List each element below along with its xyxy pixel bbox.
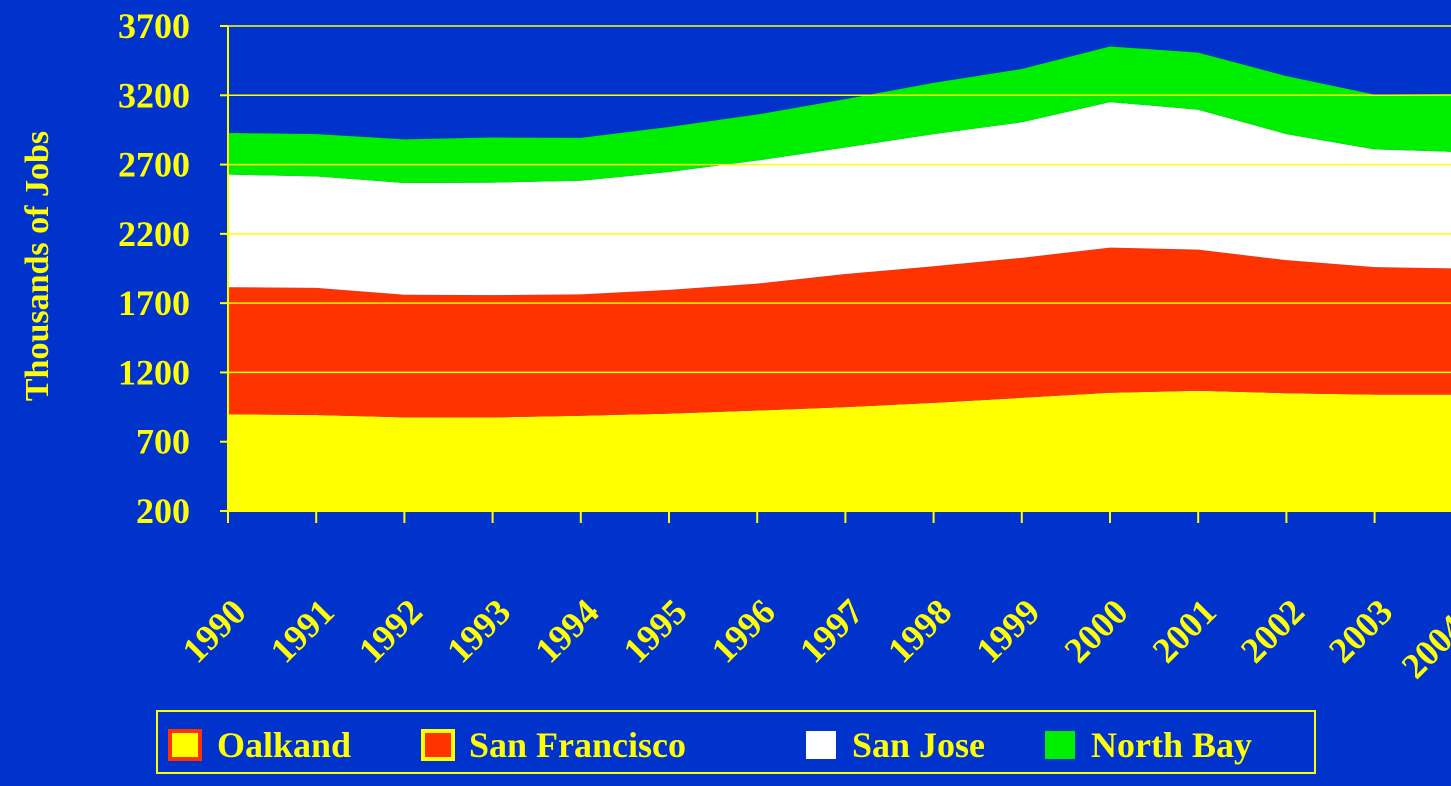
legend-swatch-san-francisco <box>421 729 455 761</box>
x-tick-label: 2002 <box>1233 591 1312 670</box>
y-tick-label: 1200 <box>118 352 190 392</box>
y-tick-label: 3200 <box>118 75 190 115</box>
legend-box <box>156 710 1316 774</box>
legend-swatch-san-jose <box>806 731 836 759</box>
legend-swatch-oalkand <box>168 729 202 761</box>
legend-label-oalkand: Oalkand <box>217 725 351 765</box>
legend-label-san-francisco: San Francisco <box>469 725 686 765</box>
x-tick-label: 1995 <box>615 591 694 670</box>
x-tick-label: 1997 <box>792 591 871 670</box>
x-tick-label: 2004P <box>1394 591 1451 686</box>
legend-label-north-bay: North Bay <box>1091 725 1252 765</box>
legend-label-san-jose: San Jose <box>852 725 985 765</box>
x-tick-label: 1994 <box>527 591 606 670</box>
y-tick-label: 3700 <box>118 6 190 46</box>
x-tick-label: 1996 <box>704 591 783 670</box>
y-tick-label: 200 <box>136 491 190 531</box>
y-tick-label: 2700 <box>118 145 190 185</box>
area-series-san-francisco <box>228 247 1451 418</box>
x-tick-label: 1990 <box>174 591 253 670</box>
x-tick-label: 1998 <box>880 591 959 670</box>
x-tick-label: 1991 <box>263 591 342 670</box>
legend-swatch-north-bay <box>1045 731 1075 759</box>
x-tick-label: 1992 <box>351 591 430 670</box>
x-tick-label: 2003 <box>1321 591 1400 670</box>
area-series-san-jose <box>228 102 1451 296</box>
x-tick-label: 2000 <box>1056 591 1135 670</box>
y-axis-label: Thousands of Jobs <box>19 131 56 401</box>
y-tick-label: 700 <box>136 422 190 462</box>
y-tick-label: 1700 <box>118 283 190 323</box>
x-tick-label: 2001 <box>1145 591 1224 670</box>
area-series-oalkand <box>228 390 1451 511</box>
y-tick-label: 2200 <box>118 214 190 254</box>
x-tick-label: 1999 <box>968 591 1047 670</box>
area-series-north-bay <box>228 46 1451 184</box>
x-tick-label: 1993 <box>439 591 518 670</box>
